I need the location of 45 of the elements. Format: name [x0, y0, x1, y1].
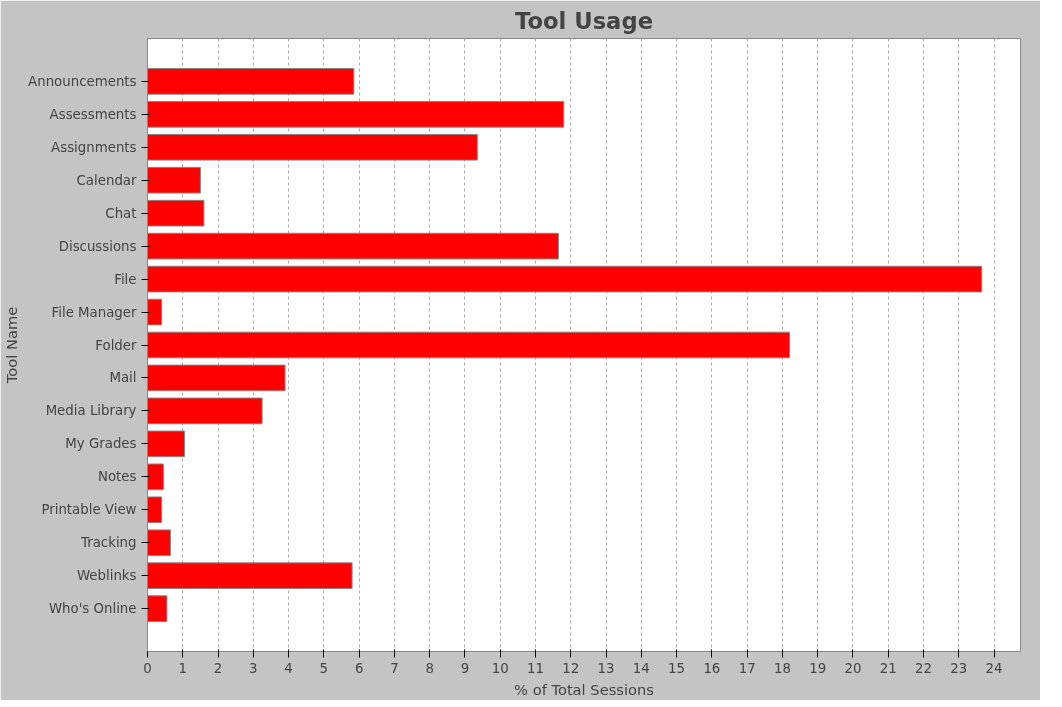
x-tick-label: 19 — [809, 660, 827, 676]
x-tick-label: 18 — [773, 660, 791, 676]
x-tick-label: 22 — [915, 660, 932, 676]
y-tick-label: Calendar — [76, 172, 138, 188]
y-tick-label: Mail — [109, 370, 137, 386]
x-tick-label: 3 — [249, 660, 258, 676]
y-tick-label: Weblinks — [76, 568, 137, 584]
x-tick-label: 20 — [844, 660, 862, 676]
y-tick-label: Announcements — [28, 73, 137, 89]
x-tick-label: 16 — [703, 660, 721, 676]
y-tick-label: Printable View — [41, 502, 137, 518]
x-tick-label: 14 — [632, 660, 650, 676]
x-tick-label: 10 — [491, 660, 509, 676]
x-tick-label: 9 — [460, 660, 470, 676]
y-axis-title: Tool Name — [3, 306, 21, 385]
y-tick-label: Who's Online — [48, 601, 137, 617]
y-tick-label: Folder — [95, 337, 138, 353]
x-tick-label: 1 — [178, 660, 188, 676]
x-tick-label: 13 — [597, 660, 615, 676]
x-tick-label: 2 — [213, 660, 223, 676]
x-tick-label: 8 — [425, 660, 434, 676]
x-tick-label: 6 — [354, 660, 364, 676]
y-tick-label: Discussions — [58, 238, 137, 254]
y-tick-label: My Grades — [65, 436, 137, 452]
x-tick-label: 7 — [390, 660, 399, 676]
x-tick-label: 0 — [143, 660, 152, 676]
x-axis-title: % of Total Sessions — [514, 680, 654, 698]
x-tick-label: 17 — [738, 660, 756, 676]
x-tick-label: 23 — [950, 660, 968, 676]
x-tick-label: 12 — [562, 660, 580, 676]
chart-title: Tool Usage — [515, 7, 653, 34]
y-tick-label: Tracking — [80, 535, 137, 551]
x-tick-label: 21 — [879, 660, 897, 676]
y-tick-label: Assessments — [49, 106, 137, 122]
y-tick-label: Notes — [98, 469, 137, 485]
y-tick-label: File Manager — [51, 304, 138, 320]
x-tick-label: 15 — [668, 660, 686, 676]
y-tick-label: Chat — [105, 205, 137, 221]
x-tick-label: 4 — [284, 660, 293, 676]
x-tick-label: 11 — [527, 660, 544, 676]
y-tick-label: File — [114, 271, 137, 287]
x-tick-label: 24 — [985, 660, 1003, 676]
y-tick-label: Assignments — [51, 139, 137, 155]
y-tick-label: Media Library — [45, 403, 137, 419]
x-tick-label: 5 — [319, 660, 329, 676]
